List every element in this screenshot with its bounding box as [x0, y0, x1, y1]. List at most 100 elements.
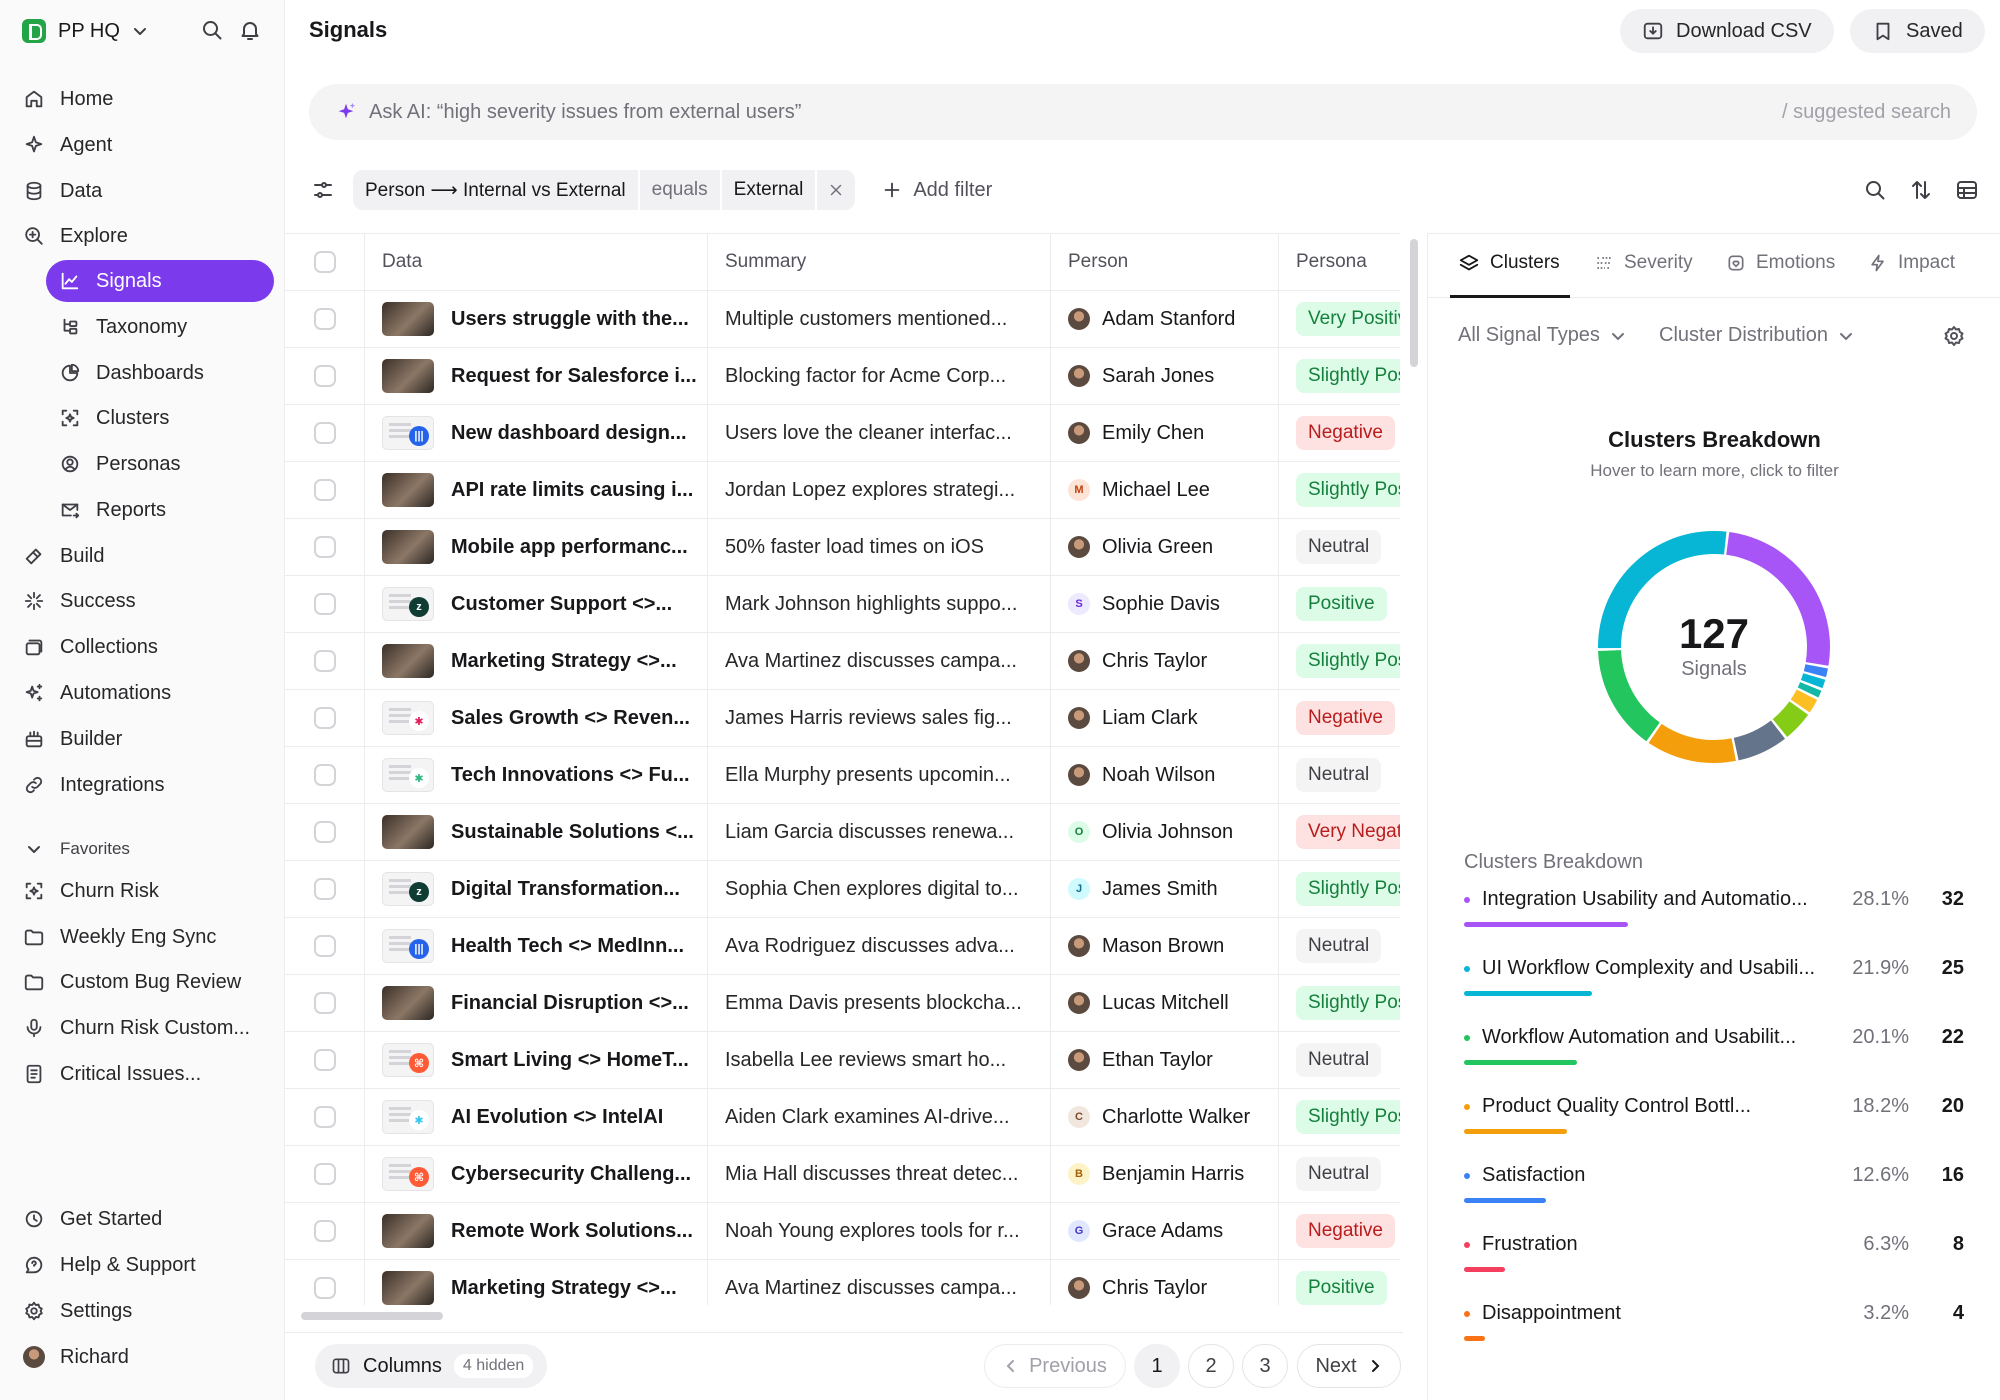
user-profile[interactable]: Richard	[22, 1336, 272, 1378]
clusters-donut-chart[interactable]	[1584, 517, 1844, 777]
donut-slice[interactable]	[1726, 532, 1830, 666]
row-checkbox[interactable]	[313, 308, 336, 330]
page-button[interactable]: 1	[1134, 1344, 1180, 1388]
remove-filter-button[interactable]	[817, 170, 855, 210]
table-row[interactable]: Marketing Strategy <>... Ava Martinez dis…	[285, 633, 1400, 690]
bell-icon[interactable]	[238, 18, 262, 42]
filter-value[interactable]: External	[722, 170, 818, 210]
nav-integrations[interactable]: Integrations	[22, 764, 272, 806]
columns-button[interactable]: Columns 4 hidden	[315, 1344, 548, 1388]
row-checkbox[interactable]	[313, 1106, 336, 1128]
cluster-breakdown-item[interactable]: Integration Usability and Automatio... 28…	[1464, 888, 1964, 938]
cluster-breakdown-item[interactable]: Satisfaction 12.6% 16	[1464, 1164, 1964, 1214]
row-checkbox[interactable]	[313, 1220, 336, 1242]
table-row[interactable]: Marketing Strategy <>... Ava Martinez dis…	[285, 1260, 1400, 1305]
favorite-item[interactable]: Critical Issues...	[22, 1053, 272, 1095]
donut-slice[interactable]	[1648, 723, 1736, 763]
nav-get-started[interactable]: Get Started	[22, 1198, 272, 1240]
table-row[interactable]: Remote Work Solutions... Noah Young explo…	[285, 1203, 1400, 1260]
donut-slice[interactable]	[1598, 650, 1660, 742]
sort-icon[interactable]	[1909, 178, 1933, 202]
table-row[interactable]: ⌘ Cybersecurity Challeng... Mia Hall discu…	[285, 1146, 1400, 1203]
row-checkbox[interactable]	[313, 764, 336, 786]
nav-settings[interactable]: Settings	[22, 1290, 272, 1332]
table-row[interactable]: ✱ AI Evolution <> IntelAI Aiden Clark exam…	[285, 1089, 1400, 1146]
cluster-breakdown-item[interactable]: Frustration 6.3% 8	[1464, 1233, 1964, 1283]
filter-chip[interactable]: Person ⟶ Internal vs External equals Ext…	[353, 170, 856, 210]
favorite-item[interactable]: Churn Risk Custom...	[22, 1007, 272, 1049]
nav-taxonomy[interactable]: Taxonomy	[46, 306, 274, 348]
tab-clusters[interactable]: Clusters	[1458, 252, 1560, 274]
row-checkbox[interactable]	[313, 422, 336, 444]
filter-sliders-icon[interactable]	[311, 178, 335, 202]
nav-personas[interactable]: Personas	[46, 443, 274, 485]
row-checkbox[interactable]	[313, 935, 336, 957]
nav-dashboards[interactable]: Dashboards	[46, 352, 274, 394]
row-checkbox[interactable]	[313, 992, 336, 1014]
row-checkbox[interactable]	[313, 1049, 336, 1071]
column-header-person[interactable]: Person	[1051, 234, 1279, 290]
table-row[interactable]: API rate limits causing i... Jordan Lopez…	[285, 462, 1400, 519]
nav-signals[interactable]: Signals	[46, 260, 274, 302]
nav-success[interactable]: Success	[22, 580, 272, 622]
ai-search-input[interactable]: Ask AI: “high severity issues from exter…	[309, 84, 1977, 140]
table-row[interactable]: ⌘ Smart Living <> HomeT... Isabella Lee re…	[285, 1032, 1400, 1089]
column-header-data[interactable]: Data	[365, 234, 708, 290]
donut-slice[interactable]	[1598, 531, 1727, 649]
horizontal-scrollbar[interactable]	[301, 1312, 443, 1320]
donut-slice[interactable]	[1800, 673, 1826, 689]
nav-agent[interactable]: Agent	[22, 124, 272, 166]
favorite-item[interactable]: Churn Risk	[22, 870, 272, 912]
cluster-breakdown-item[interactable]: Disappointment 3.2% 4	[1464, 1302, 1964, 1352]
row-checkbox[interactable]	[313, 878, 336, 900]
tab-emotions[interactable]: Emotions	[1726, 252, 1835, 274]
table-row[interactable]: Request for Salesforce i... Blocking fact…	[285, 348, 1400, 405]
row-checkbox[interactable]	[313, 479, 336, 501]
row-checkbox[interactable]	[313, 365, 336, 387]
donut-slice[interactable]	[1803, 664, 1828, 678]
table-row[interactable]: ||| Health Tech <> MedInn... Ava Rodriguez…	[285, 918, 1400, 975]
workspace-switcher[interactable]: PP HQ	[22, 16, 148, 46]
distribution-dropdown[interactable]: Cluster Distribution	[1659, 324, 1854, 347]
table-row[interactable]: Mobile app performanc... 50% faster load …	[285, 519, 1400, 576]
favorite-item[interactable]: Weekly Eng Sync	[22, 916, 272, 958]
nav-reports[interactable]: Reports	[46, 489, 274, 531]
search-icon[interactable]	[1863, 178, 1887, 202]
cluster-breakdown-item[interactable]: UI Workflow Complexity and Usabili... 21.…	[1464, 957, 1964, 1007]
row-checkbox[interactable]	[313, 593, 336, 615]
nav-automations[interactable]: Automations	[22, 672, 272, 714]
donut-slice[interactable]	[1797, 682, 1822, 698]
table-row[interactable]: ||| New dashboard design... Users love the…	[285, 405, 1400, 462]
download-csv-button[interactable]: Download CSV	[1620, 9, 1834, 53]
filter-field[interactable]: Person ⟶ Internal vs External	[353, 170, 640, 210]
nav-collections[interactable]: Collections	[22, 626, 272, 668]
table-row[interactable]: z Digital Transformation... Sophia Chen ex…	[285, 861, 1400, 918]
tab-impact[interactable]: Impact	[1868, 252, 1955, 274]
donut-slice[interactable]	[1790, 689, 1818, 713]
page-button[interactable]: 2	[1188, 1344, 1234, 1388]
gear-icon[interactable]	[1942, 324, 1966, 348]
column-header-summary[interactable]: Summary	[708, 234, 1051, 290]
nav-build[interactable]: Build	[22, 535, 272, 577]
favorite-item[interactable]: Custom Bug Review	[22, 961, 272, 1003]
select-all-checkbox[interactable]	[313, 251, 336, 273]
nav-data[interactable]: Data	[22, 170, 272, 212]
table-row[interactable]: Users struggle with the... Multiple custo…	[285, 291, 1400, 348]
next-page-button[interactable]: Next	[1297, 1344, 1401, 1388]
row-checkbox[interactable]	[313, 536, 336, 558]
nav-help[interactable]: Help & Support	[22, 1244, 272, 1286]
row-checkbox[interactable]	[313, 1277, 336, 1299]
previous-page-button[interactable]: Previous	[984, 1344, 1126, 1388]
nav-home[interactable]: Home	[22, 78, 272, 120]
cluster-breakdown-item[interactable]: Product Quality Control Bottl... 18.2% 20	[1464, 1095, 1964, 1145]
saved-button[interactable]: Saved	[1850, 9, 1985, 53]
donut-slice[interactable]	[1733, 720, 1786, 761]
favorites-toggle[interactable]: Favorites	[22, 837, 130, 861]
table-row[interactable]: Financial Disruption <>... Emma Davis pre…	[285, 975, 1400, 1032]
donut-slice[interactable]	[1772, 701, 1809, 737]
nav-clusters[interactable]: Clusters	[46, 397, 274, 439]
nav-explore[interactable]: Explore	[22, 215, 272, 257]
cluster-breakdown-item[interactable]: Workflow Automation and Usabilit... 20.1%…	[1464, 1026, 1964, 1076]
table-row[interactable]: Sustainable Solutions <... Liam Garcia di…	[285, 804, 1400, 861]
signal-type-dropdown[interactable]: All Signal Types	[1458, 324, 1626, 347]
